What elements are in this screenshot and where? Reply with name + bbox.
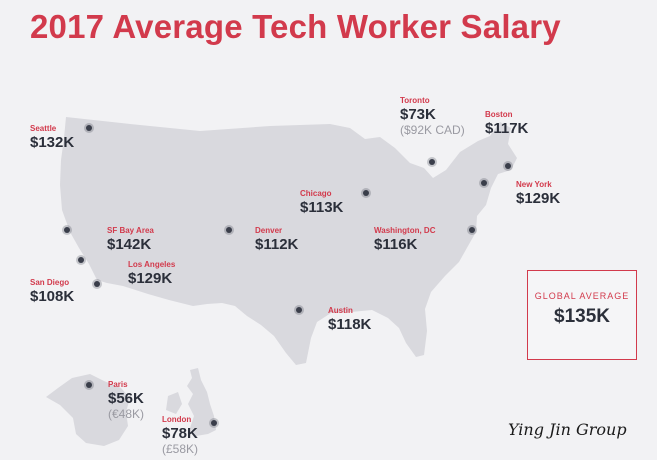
city-local-currency: (€48K) — [108, 407, 145, 421]
global-average-value: $135K — [554, 306, 610, 327]
city-name: Seattle — [30, 124, 57, 133]
city-salary: $112K — [255, 236, 299, 253]
los-angeles-marker[interactable] — [78, 257, 84, 263]
city-label-sf-bay-area: SF Bay Area $142K — [107, 226, 154, 253]
city-label-london: London $78K (£58K) — [162, 415, 198, 456]
new-york-marker[interactable] — [481, 180, 487, 186]
city-name: San Diego — [30, 278, 70, 287]
city-salary: $129K — [128, 270, 173, 287]
city-salary: $108K — [30, 288, 75, 305]
city-label-new-york: New York $129K — [516, 180, 560, 207]
britain-landmass — [187, 368, 216, 436]
toronto-marker[interactable] — [429, 159, 435, 165]
city-label-austin: Austin $118K — [328, 306, 371, 333]
city-label-toronto: Toronto $73K ($92K CAD) — [400, 96, 465, 137]
city-label-san-diego: San Diego $108K — [30, 278, 74, 305]
austin-marker[interactable] — [296, 307, 302, 313]
city-label-seattle: Seattle $132K — [30, 124, 74, 151]
seattle-marker[interactable] — [86, 125, 92, 131]
city-label-denver: Denver $112K — [255, 226, 298, 253]
city-name: Washington, DC — [374, 226, 436, 235]
sf-bay-area-marker[interactable] — [64, 227, 70, 233]
denver-marker[interactable] — [226, 227, 232, 233]
paris-marker[interactable] — [86, 382, 92, 388]
city-salary: $116K — [374, 236, 418, 253]
city-salary: $117K — [485, 120, 529, 137]
usa-landmass — [60, 117, 517, 365]
chart-title: 2017 Average Tech Worker Salary — [30, 8, 561, 45]
city-name: Toronto — [400, 96, 430, 105]
city-name: Boston — [485, 110, 513, 119]
city-label-chicago: Chicago $113K — [300, 189, 343, 216]
ireland-landmass — [166, 392, 182, 414]
city-name: Paris — [108, 380, 128, 389]
city-name: New York — [516, 180, 552, 189]
city-name: SF Bay Area — [107, 226, 154, 235]
city-salary: $56K — [108, 390, 144, 407]
city-local-currency: ($92K CAD) — [400, 123, 465, 137]
san-diego-marker[interactable] — [94, 281, 100, 287]
city-salary: $78K — [162, 425, 198, 442]
city-salary: $118K — [328, 316, 372, 333]
france-landmass — [46, 374, 130, 446]
city-salary: $113K — [300, 199, 344, 216]
city-name: Austin — [328, 306, 353, 315]
chicago-marker[interactable] — [363, 190, 369, 196]
washington-dc-marker[interactable] — [469, 227, 475, 233]
city-label-boston: Boston $117K — [485, 110, 528, 137]
global-average-label: GLOBAL AVERAGE — [534, 291, 630, 301]
city-label-washington-dc: Washington, DC $116K — [374, 226, 435, 253]
city-name: Denver — [255, 226, 283, 235]
city-salary: $129K — [516, 190, 561, 207]
city-name: Chicago — [300, 189, 332, 198]
watermark: Ying Jin Group — [508, 420, 627, 439]
city-label-paris: Paris $56K (€48K) — [108, 380, 144, 421]
boston-marker[interactable] — [505, 163, 511, 169]
city-salary: $73K — [400, 106, 436, 123]
city-local-currency: (£58K) — [162, 442, 199, 456]
city-name: Los Angeles — [128, 260, 176, 269]
city-salary: $132K — [30, 134, 75, 151]
london-marker[interactable] — [211, 420, 217, 426]
city-name: London — [162, 415, 192, 424]
global-average-box: GLOBAL AVERAGE $135K — [527, 270, 637, 360]
city-salary: $142K — [107, 236, 152, 253]
city-label-los-angeles: Los Angeles $129K — [128, 260, 175, 287]
